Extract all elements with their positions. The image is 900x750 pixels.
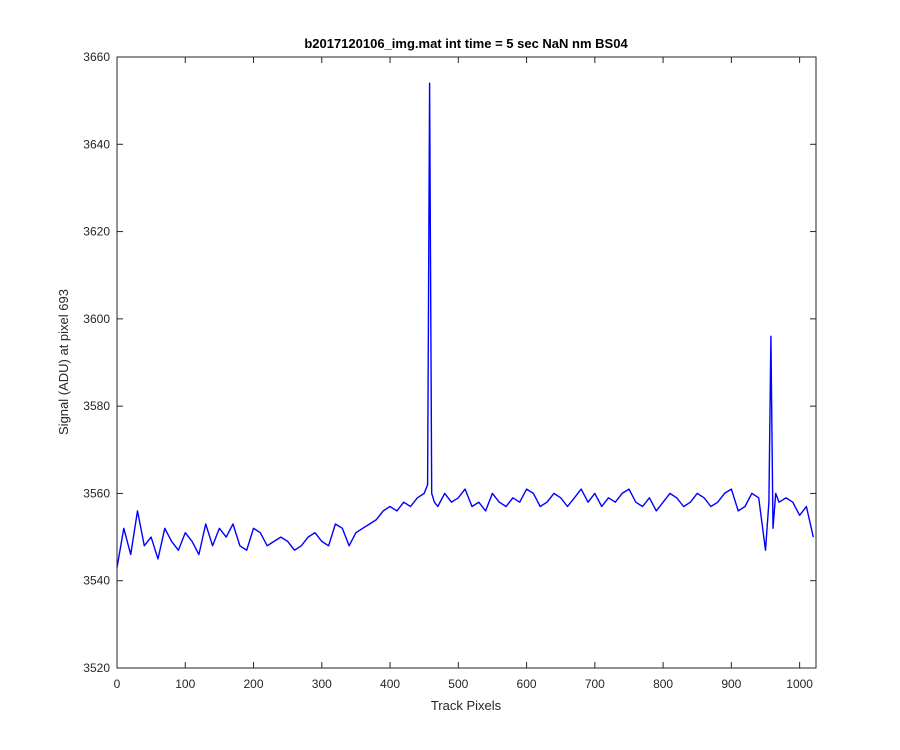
x-tick-label: 1000: [786, 677, 813, 691]
x-tick-label: 300: [312, 677, 332, 691]
series-layer: [116, 82, 814, 568]
x-tick-label: 900: [721, 677, 741, 691]
chart-title: b2017120106_img.mat int time = 5 sec NaN…: [304, 36, 628, 51]
y-axis-label: Signal (ADU) at pixel 693: [56, 289, 71, 435]
x-tick-label: 400: [380, 677, 400, 691]
x-tick-label: 200: [244, 677, 264, 691]
x-tick-label: 700: [585, 677, 605, 691]
x-tick-label: 0: [114, 677, 121, 691]
y-tick-label: 3580: [83, 399, 110, 413]
plot-frame: [116, 56, 817, 669]
y-tick-label: 3620: [83, 225, 110, 239]
x-axis-label: Track Pixels: [431, 698, 502, 713]
y-tick-label: 3660: [83, 50, 110, 64]
y-tick-label: 3520: [83, 661, 110, 675]
x-tick-label: 500: [448, 677, 468, 691]
y-tick-label: 3640: [83, 137, 110, 151]
x-tick-label: 100: [175, 677, 195, 691]
y-tick-label: 3600: [83, 312, 110, 326]
signal-series-line: [116, 82, 814, 568]
y-tick-label: 3540: [83, 574, 110, 588]
x-tick-label: 800: [653, 677, 673, 691]
x-tick-label: 600: [517, 677, 537, 691]
plot-area: [117, 57, 816, 668]
y-tick-label: 3560: [83, 486, 110, 500]
tick-layer: 0 100 200 300 400 500 600 700 800 900 1000 3520 3540…: [83, 50, 816, 691]
